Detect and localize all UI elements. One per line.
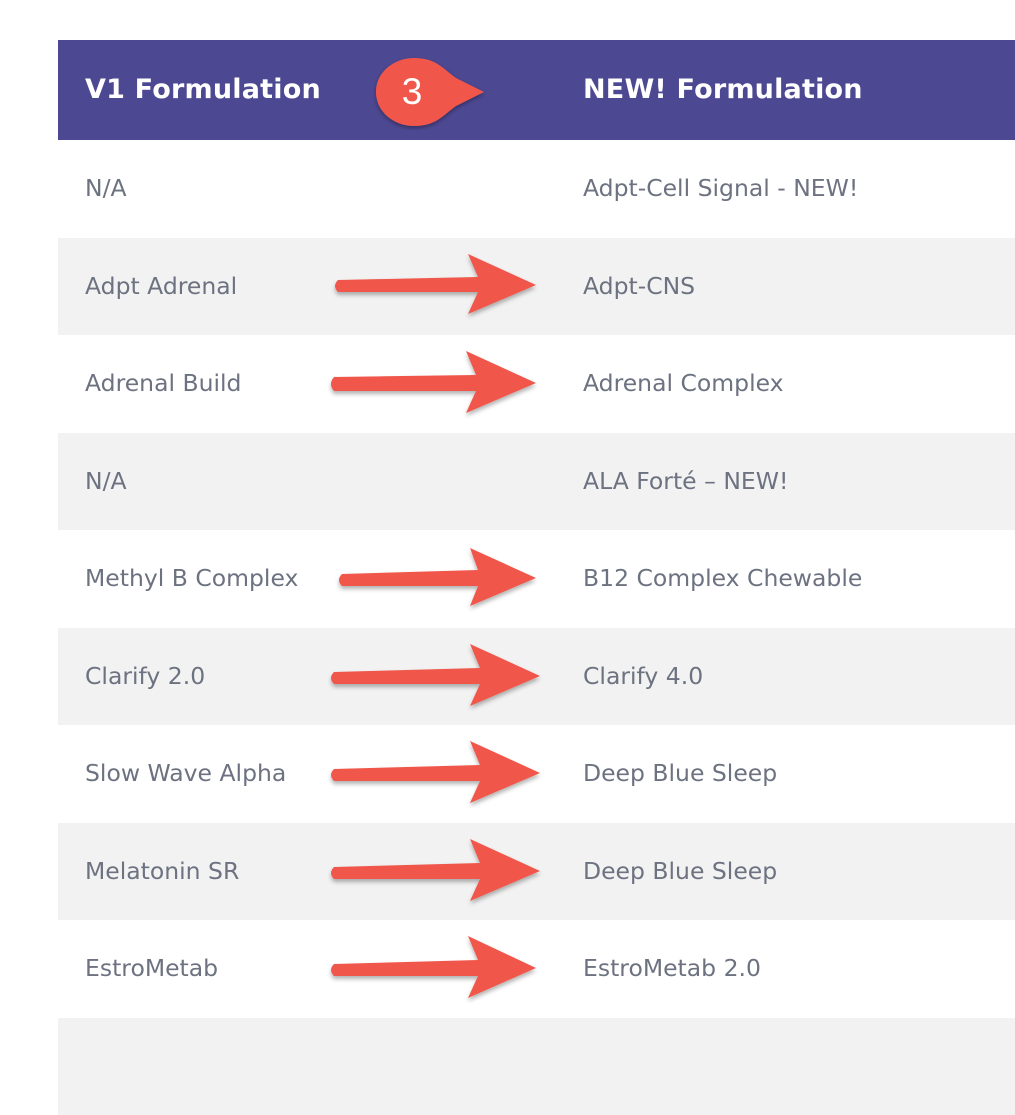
- table-row: Adpt Adrenal Adpt-CNS: [58, 238, 1015, 336]
- v1-cell: Adpt Adrenal: [85, 238, 237, 336]
- new-cell: Adpt-CNS: [583, 238, 695, 336]
- header-new-formulation: NEW! Formulation: [583, 40, 863, 140]
- new-cell: ALA Forté – NEW!: [583, 433, 788, 531]
- table-header: V1 Formulation 3 NEW! Formulation: [58, 40, 1015, 140]
- right-arrow-icon: [328, 544, 543, 614]
- header-v1-formulation: V1 Formulation: [85, 40, 321, 140]
- right-arrow-icon: [328, 252, 543, 322]
- right-arrow-icon: [328, 739, 543, 809]
- table-row: Methyl B Complex B12 Complex Chewable: [58, 530, 1015, 628]
- v1-cell: Melatonin SR: [85, 823, 239, 921]
- v1-cell: N/A: [85, 140, 127, 238]
- v1-cell: Methyl B Complex: [85, 530, 298, 628]
- right-arrow-icon: [328, 837, 543, 907]
- v1-cell: Clarify 2.0: [85, 628, 205, 726]
- new-cell: Deep Blue Sleep: [583, 725, 777, 823]
- new-cell: Adrenal Complex: [583, 335, 784, 433]
- v1-cell: Slow Wave Alpha: [85, 725, 286, 823]
- table-row: Melatonin SR Deep Blue Sleep: [58, 823, 1015, 921]
- table-row: N/A Adpt-Cell Signal - NEW!: [58, 140, 1015, 238]
- right-arrow-icon: [328, 642, 543, 712]
- table-row: [58, 1018, 1015, 1115]
- v1-cell: EstroMetab: [85, 920, 218, 1018]
- v1-cell: Adrenal Build: [85, 335, 241, 433]
- table-row: Slow Wave Alpha Deep Blue Sleep: [58, 725, 1015, 823]
- new-cell: B12 Complex Chewable: [583, 530, 862, 628]
- table-row: EstroMetab EstroMetab 2.0: [58, 920, 1015, 1018]
- new-cell: EstroMetab 2.0: [583, 920, 761, 1018]
- table-row: Clarify 2.0 Clarify 4.0: [58, 628, 1015, 726]
- step-number: 3: [370, 54, 454, 130]
- new-cell: Adpt-Cell Signal - NEW!: [583, 140, 858, 238]
- new-cell: Clarify 4.0: [583, 628, 703, 726]
- table-row: N/A ALA Forté – NEW!: [58, 433, 1015, 531]
- step-marker-icon: 3: [370, 54, 490, 130]
- v1-cell: N/A: [85, 433, 127, 531]
- formulation-table: V1 Formulation 3 NEW! Formulation N/A Ad…: [58, 40, 1015, 1115]
- right-arrow-icon: [328, 349, 543, 419]
- right-arrow-icon: [328, 934, 543, 1004]
- new-cell: Deep Blue Sleep: [583, 823, 777, 921]
- table-row: Adrenal Build Adrenal Complex: [58, 335, 1015, 433]
